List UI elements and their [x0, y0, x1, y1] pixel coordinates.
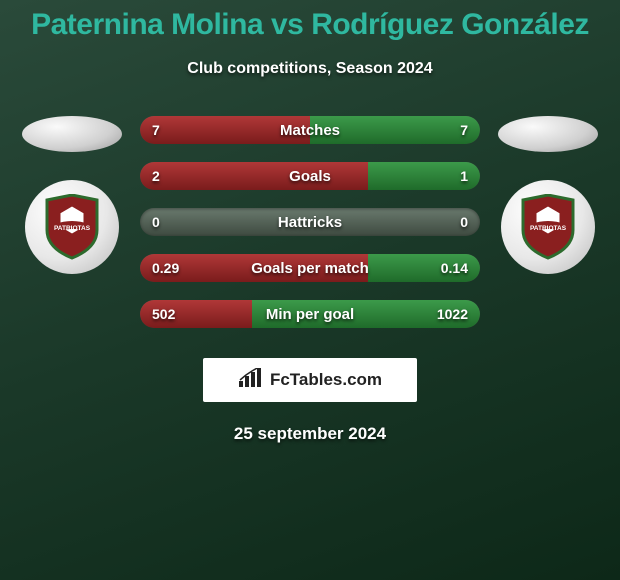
branding-badge: FcTables.com: [203, 358, 417, 402]
stat-value-right: 0: [460, 208, 468, 236]
bar-chart-icon: [238, 368, 264, 393]
bar-right-fill: [368, 254, 480, 282]
right-side: PATRIOTAS: [498, 116, 598, 274]
svg-text:PATRIOTAS: PATRIOTAS: [54, 225, 91, 232]
bar-left-fill: [140, 162, 368, 190]
stat-row: 77Matches: [140, 116, 480, 144]
player-avatar-left: [22, 116, 122, 152]
bar-left-fill: [140, 254, 368, 282]
club-badge-left: PATRIOTAS: [25, 180, 119, 274]
stat-value-left: 0: [152, 208, 160, 236]
page-title: Paternina Molina vs Rodríguez González: [0, 0, 620, 42]
stat-row: 0.290.14Goals per match: [140, 254, 480, 282]
bar-left-fill: [140, 300, 252, 328]
shield-icon: PATRIOTAS: [43, 194, 101, 260]
club-badge-right: PATRIOTAS: [501, 180, 595, 274]
svg-text:PATRIOTAS: PATRIOTAS: [530, 225, 567, 232]
stat-label: Hattricks: [140, 208, 480, 236]
bar-right-fill: [368, 162, 480, 190]
stat-row: 5021022Min per goal: [140, 300, 480, 328]
comparison-content: PATRIOTAS 77Matches 21Goals 0 0Hattricks 0.2…: [0, 116, 620, 328]
bar-left-fill: [140, 116, 310, 144]
left-side: PATRIOTAS: [22, 116, 122, 274]
stat-bars: 77Matches 21Goals 0 0Hattricks 0.290.14Goals…: [140, 116, 480, 328]
date-label: 25 september 2024: [0, 424, 620, 444]
bar-right-fill: [252, 300, 480, 328]
bar-right-fill: [310, 116, 480, 144]
shield-icon: PATRIOTAS: [519, 194, 577, 260]
branding-text: FcTables.com: [270, 370, 382, 390]
subtitle: Club competitions, Season 2024: [0, 60, 620, 78]
player-avatar-right: [498, 116, 598, 152]
stat-row: 0 0Hattricks: [140, 208, 480, 236]
stat-row: 21Goals: [140, 162, 480, 190]
